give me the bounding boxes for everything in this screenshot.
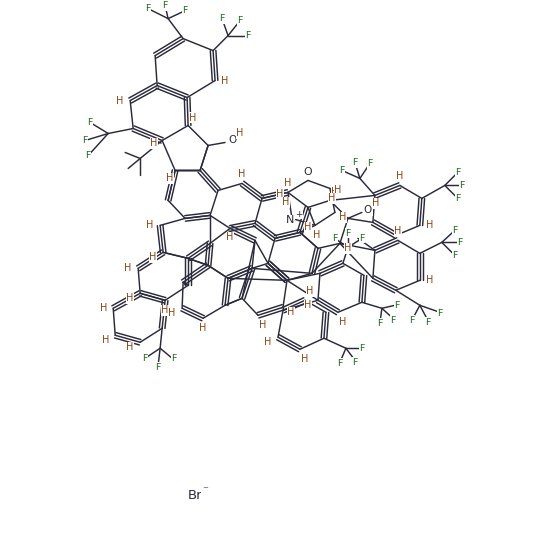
Text: F: F	[367, 159, 373, 168]
Text: H: H	[236, 129, 244, 139]
Text: H: H	[150, 139, 158, 149]
Text: F: F	[452, 251, 457, 260]
Text: H: H	[372, 198, 380, 209]
Text: O: O	[228, 135, 236, 145]
Text: F: F	[163, 1, 168, 10]
Text: H: H	[313, 230, 321, 240]
Text: H: H	[190, 112, 197, 122]
Text: F: F	[145, 4, 151, 13]
Text: H: H	[394, 226, 401, 236]
Text: H: H	[276, 190, 283, 200]
Text: O: O	[304, 168, 312, 177]
Text: F: F	[455, 194, 461, 203]
Text: Br: Br	[188, 489, 202, 501]
Text: H: H	[167, 173, 174, 183]
Text: F: F	[425, 318, 430, 327]
Text: H: H	[304, 222, 312, 233]
Text: H: H	[334, 186, 342, 196]
Text: F: F	[345, 229, 350, 238]
Text: H: H	[126, 293, 134, 304]
Text: H: H	[301, 354, 309, 364]
Text: F: F	[352, 358, 358, 367]
Text: H: H	[306, 286, 314, 296]
Text: O: O	[364, 205, 372, 215]
Text: F: F	[459, 181, 465, 190]
Text: F: F	[457, 238, 462, 247]
Text: H: H	[331, 187, 339, 197]
Text: F: F	[155, 363, 161, 372]
Text: F: F	[452, 226, 457, 235]
Text: F: F	[238, 16, 243, 25]
Text: F: F	[245, 31, 251, 40]
Text: F: F	[377, 319, 382, 328]
Text: F: F	[88, 118, 93, 127]
Text: H: H	[238, 169, 246, 179]
Text: H: H	[200, 323, 207, 333]
Text: H: H	[304, 300, 312, 310]
Text: H: H	[259, 320, 267, 330]
Text: F: F	[83, 136, 88, 145]
Text: H: H	[339, 212, 347, 222]
Text: H: H	[221, 75, 229, 86]
Text: F: F	[352, 158, 358, 167]
Text: H: H	[226, 233, 234, 243]
Text: F: F	[337, 359, 343, 368]
Text: F: F	[182, 6, 188, 15]
Text: F: F	[455, 168, 461, 177]
Text: ⁻: ⁻	[202, 485, 208, 495]
Text: N: N	[286, 215, 294, 225]
Text: F: F	[390, 316, 396, 325]
Text: H: H	[344, 243, 352, 253]
Text: H: H	[146, 220, 154, 230]
Text: H: H	[126, 342, 134, 352]
Text: +: +	[295, 210, 303, 219]
Text: H: H	[125, 263, 132, 273]
Text: F: F	[143, 354, 148, 363]
Text: F: F	[172, 354, 177, 363]
Text: F: F	[86, 151, 91, 160]
Text: H: H	[287, 307, 295, 318]
Text: H: H	[238, 169, 246, 179]
Text: H: H	[339, 318, 347, 327]
Text: H: H	[149, 252, 157, 262]
Text: H: H	[426, 276, 434, 285]
Text: H: H	[102, 335, 109, 345]
Text: F: F	[437, 309, 443, 318]
Text: H: H	[116, 96, 124, 106]
Text: H: H	[282, 197, 290, 207]
Text: F: F	[359, 344, 364, 353]
Text: F: F	[219, 14, 225, 23]
Text: H: H	[168, 308, 176, 318]
Text: F: F	[409, 316, 415, 325]
Text: F: F	[339, 166, 344, 175]
Text: F: F	[332, 234, 338, 243]
Text: H: H	[162, 305, 169, 315]
Text: H: H	[264, 337, 272, 347]
Text: H: H	[396, 172, 404, 182]
Text: H: H	[328, 193, 335, 203]
Text: H: H	[426, 220, 434, 230]
Text: F: F	[359, 234, 364, 243]
Text: H: H	[285, 178, 292, 188]
Text: F: F	[394, 301, 400, 310]
Text: H: H	[100, 304, 107, 313]
